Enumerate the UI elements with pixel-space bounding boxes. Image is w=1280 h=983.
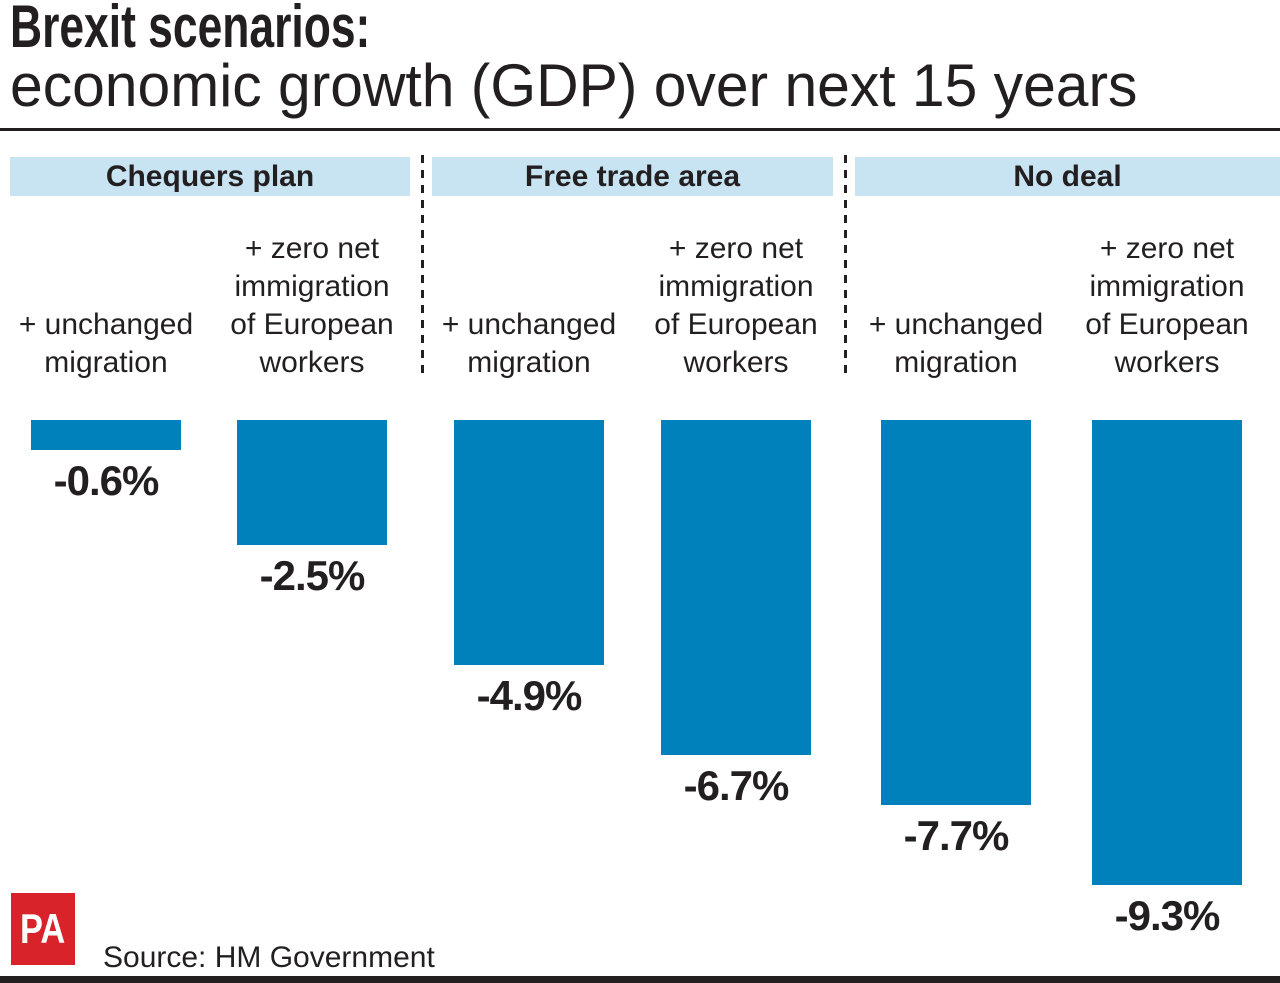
- column-label-line: of European: [1085, 308, 1249, 341]
- column-label-line: + zero net: [244, 232, 380, 265]
- column-label-line: migration: [467, 346, 591, 379]
- group-divider-dashed-line: [421, 155, 424, 380]
- bar-column: -6.7%: [626, 420, 846, 807]
- column-label-zero-net-immigration: + zero net immigration of European worke…: [202, 230, 422, 382]
- column-label-line: of European: [230, 308, 394, 341]
- bar-chequers-zero-net-immigration: [237, 420, 387, 545]
- column-label-line: + zero net: [668, 232, 804, 265]
- bar-value-label: -7.7%: [903, 812, 1010, 859]
- bar-column: -9.3%: [1057, 420, 1277, 937]
- group-header-free-trade-area: Free trade area: [432, 157, 833, 196]
- bar-free-trade-zero-net-immigration: [661, 420, 811, 755]
- bar-column: -2.5%: [202, 420, 422, 597]
- bar-no-deal-unchanged-migration: [881, 420, 1031, 805]
- bar-column: -4.9%: [419, 420, 639, 717]
- pa-logo-text: PA: [20, 905, 66, 952]
- column-label-unchanged-migration: + unchanged migration: [419, 306, 639, 382]
- column-label-line: workers: [683, 346, 789, 379]
- bar-column: -0.6%: [0, 420, 216, 502]
- bar-value-label: -2.5%: [259, 552, 366, 599]
- bar-column: -7.7%: [846, 420, 1066, 857]
- page-title: Brexit scenarios:: [10, 0, 371, 60]
- bar-no-deal-zero-net-immigration: [1092, 420, 1242, 885]
- group-header-chequers-plan: Chequers plan: [10, 157, 410, 196]
- column-label-line: + unchanged: [18, 308, 194, 341]
- bar-free-trade-unchanged-migration: [454, 420, 604, 665]
- column-label-zero-net-immigration: + zero net immigration of European worke…: [1057, 230, 1277, 382]
- bar-value-label: -6.7%: [683, 762, 790, 809]
- bar-value-label: -0.6%: [53, 457, 160, 504]
- column-label-line: immigration: [234, 270, 390, 303]
- bar-value-label: -4.9%: [476, 672, 583, 719]
- column-label-line: + zero net: [1099, 232, 1235, 265]
- title-divider: [0, 128, 1280, 131]
- bottom-border: [0, 976, 1280, 983]
- column-label-line: immigration: [1089, 270, 1245, 303]
- bar-value-label: -9.3%: [1114, 892, 1221, 939]
- column-label-zero-net-immigration: + zero net immigration of European worke…: [626, 230, 846, 382]
- column-label-line: migration: [894, 346, 1018, 379]
- column-label-line: migration: [44, 346, 168, 379]
- bar-chequers-unchanged-migration: [31, 420, 181, 450]
- page-subtitle: economic growth (GDP) over next 15 years: [10, 52, 1138, 119]
- column-label-unchanged-migration: + unchanged migration: [0, 306, 216, 382]
- column-label-line: + unchanged: [868, 308, 1044, 341]
- column-label-line: immigration: [658, 270, 814, 303]
- column-label-line: + unchanged: [441, 308, 617, 341]
- column-label-line: of European: [654, 308, 818, 341]
- pa-logo: PA: [11, 893, 75, 965]
- column-label-unchanged-migration: + unchanged migration: [846, 306, 1066, 382]
- column-label-line: workers: [259, 346, 365, 379]
- source-text: Source: HM Government: [103, 941, 435, 974]
- group-header-no-deal: No deal: [855, 157, 1280, 196]
- column-label-line: workers: [1114, 346, 1220, 379]
- group-divider-dashed-line: [844, 155, 847, 380]
